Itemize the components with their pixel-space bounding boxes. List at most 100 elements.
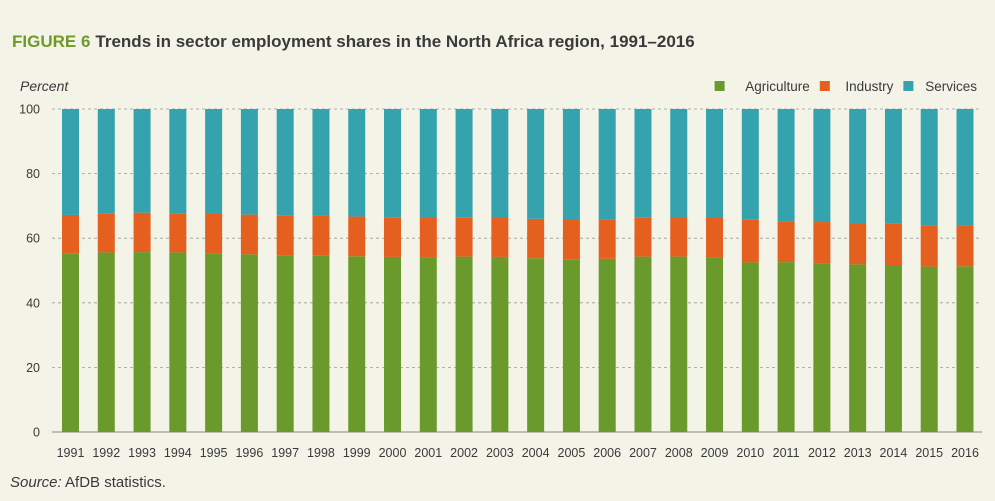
- bar-segment-services: [455, 109, 473, 218]
- bar-segment-industry: [527, 218, 545, 259]
- bar-segment-industry: [884, 223, 902, 266]
- chart-title: FIGURE 6 Trends in sector employment shar…: [12, 32, 695, 52]
- bar-segment-agriculture: [205, 253, 223, 432]
- legend-swatch-industry: [819, 81, 830, 91]
- x-tick-label: 1998: [307, 446, 335, 460]
- legend-swatch-agriculture: [714, 81, 725, 91]
- x-tick-label: 2008: [665, 446, 693, 460]
- x-tick-label: 2012: [808, 446, 836, 460]
- bar-segment-industry: [777, 221, 795, 263]
- bar-segment-services: [312, 109, 330, 216]
- bar-segment-industry: [956, 225, 974, 267]
- bar-segment-industry: [276, 215, 294, 256]
- bar-segment-agriculture: [169, 252, 187, 432]
- figure-title: Trends in sector employment shares in th…: [95, 32, 695, 51]
- source-note: Source: AfDB statistics.: [10, 474, 166, 491]
- bar-segment-agriculture: [276, 255, 294, 432]
- bar-segment-services: [62, 109, 79, 215]
- bar-segment-services: [276, 109, 294, 216]
- x-tick-label: 1991: [57, 446, 85, 460]
- bar-segment-industry: [598, 219, 616, 259]
- bar-segment-services: [670, 109, 688, 218]
- bar-segment-agriculture: [527, 258, 545, 432]
- y-tick-label: 60: [26, 232, 40, 246]
- bar-segment-industry: [670, 217, 688, 257]
- bar-segment-agriculture: [562, 259, 580, 432]
- bar-segment-industry: [348, 216, 366, 257]
- bar-segment-services: [419, 109, 437, 218]
- x-tick-label: 2006: [593, 446, 621, 460]
- x-tick-label: 2016: [951, 446, 979, 460]
- x-tick-label: 1999: [343, 446, 371, 460]
- x-tick-label: 1994: [164, 446, 192, 460]
- x-tick-label: 2007: [629, 446, 657, 460]
- x-tick-label: 2014: [880, 446, 908, 460]
- bar-segment-industry: [849, 223, 867, 265]
- bar-segment-agriculture: [240, 254, 258, 432]
- y-tick-label: 80: [26, 167, 40, 181]
- bar-segment-industry: [741, 219, 759, 263]
- bar-segment-services: [634, 109, 652, 218]
- bar-segment-industry: [169, 213, 187, 253]
- bar-segment-services: [849, 109, 867, 224]
- bar-segment-agriculture: [384, 256, 402, 432]
- bar-segment-agriculture: [97, 252, 115, 432]
- bar-segment-agriculture: [598, 258, 616, 432]
- y-axis-label: Percent: [20, 78, 69, 94]
- bar-segment-services: [598, 109, 616, 220]
- y-tick-label: 0: [33, 426, 40, 440]
- bar-segment-industry: [240, 214, 258, 255]
- source-text: AfDB statistics.: [65, 474, 166, 491]
- bar-segment-industry: [205, 213, 223, 254]
- x-tick-label: 2011: [773, 446, 800, 460]
- x-tick-label: 1995: [200, 446, 228, 460]
- x-tick-label: 2015: [915, 446, 943, 460]
- figure-label: FIGURE 6: [12, 32, 91, 51]
- bar-segment-services: [97, 109, 115, 214]
- bar-segment-agriculture: [849, 264, 867, 432]
- bar-segment-industry: [97, 213, 115, 253]
- bar-segment-agriculture: [419, 257, 437, 432]
- bar-segment-agriculture: [956, 266, 974, 432]
- legend-label-services: Services: [925, 79, 977, 94]
- bar-segment-agriculture: [312, 255, 330, 432]
- bar-segment-industry: [706, 217, 724, 258]
- x-tick-label: 2010: [736, 446, 764, 460]
- bar-segment-industry: [813, 222, 831, 264]
- y-tick-label: 20: [26, 361, 40, 375]
- source-label: Source:: [10, 474, 62, 491]
- x-tick-label: 2004: [522, 446, 550, 460]
- bar-segment-agriculture: [884, 265, 902, 432]
- bar-segment-services: [813, 109, 831, 223]
- bar-segment-industry: [491, 217, 509, 257]
- bar-segment-agriculture: [133, 252, 151, 432]
- bar-segment-services: [240, 109, 258, 215]
- bar-segment-industry: [384, 217, 402, 257]
- bar-segment-services: [527, 109, 545, 219]
- bar-segment-agriculture: [670, 256, 688, 432]
- bar-segment-agriculture: [491, 256, 509, 432]
- x-tick-label: 2013: [844, 446, 872, 460]
- bar-segment-agriculture: [813, 263, 831, 432]
- bar-segment-industry: [634, 217, 652, 257]
- bar-segment-industry: [312, 215, 330, 256]
- bar-segment-services: [348, 109, 366, 217]
- x-tick-label: 2002: [450, 446, 478, 460]
- bar-segment-agriculture: [920, 266, 938, 432]
- bar-segment-services: [777, 109, 795, 222]
- bar-segment-services: [920, 109, 938, 226]
- bar-segment-services: [205, 109, 223, 214]
- x-tick-label: 2000: [379, 446, 407, 460]
- bar-segment-services: [133, 109, 151, 213]
- bar-segment-services: [384, 109, 402, 218]
- x-tick-label: 1992: [92, 446, 120, 460]
- x-tick-label: 2005: [558, 446, 586, 460]
- bar-segment-industry: [562, 219, 580, 260]
- bar-segment-industry: [419, 217, 437, 258]
- bar-segment-services: [956, 109, 974, 226]
- x-tick-label: 1993: [128, 446, 156, 460]
- y-tick-label: 100: [19, 103, 40, 117]
- legend-label-industry: Industry: [845, 79, 893, 94]
- x-tick-label: 1997: [271, 446, 299, 460]
